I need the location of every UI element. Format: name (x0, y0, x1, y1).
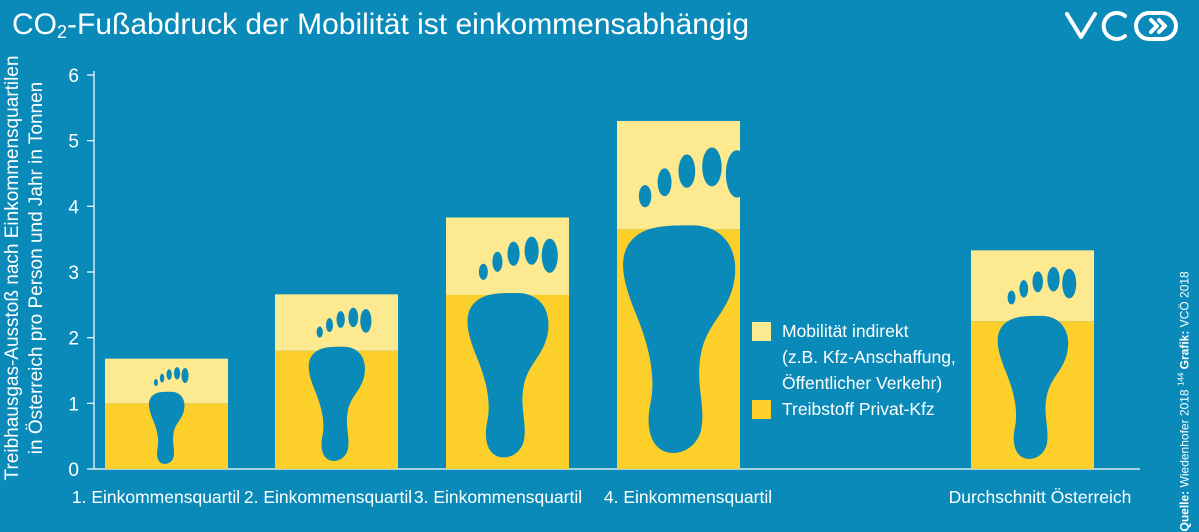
footprint-toe (181, 367, 189, 383)
footprint-icon (148, 367, 189, 464)
legend-detail-line-2: Öffentlicher Verkehr) (782, 373, 943, 393)
footprint-sole (623, 225, 736, 453)
footprint-toe (638, 185, 652, 208)
footprint-icon (623, 147, 749, 453)
footprint-icon (467, 236, 558, 458)
footprint-toe (174, 367, 181, 380)
footprint-toe (478, 263, 488, 280)
graphic-text: VCÖ 2018 (1177, 271, 1192, 328)
legend-detail-line-1: (z.B. Kfz-Anschaffung, (782, 347, 956, 367)
legend-swatch-indirect (752, 322, 771, 341)
footprint-toe (348, 307, 359, 328)
bar-segment-indirect (617, 120, 740, 230)
footprint-toe (507, 241, 520, 266)
title-subscript: 2 (57, 22, 68, 42)
footprint-toe (1047, 266, 1060, 292)
footprint-toe (541, 238, 558, 273)
footprint-toe (336, 311, 345, 328)
footprint-toe (524, 236, 539, 265)
graphic-label: Grafik: (1177, 330, 1192, 370)
chart-title: CO2-Fußabdruck der Mobilität ist einkomm… (12, 8, 749, 43)
y-axis-label-line-1: Treibhausgas-Ausstoß nach Einkommensquar… (2, 55, 23, 481)
footprint-sole (148, 391, 185, 464)
footprint-icon (308, 307, 372, 461)
source-label: Quelle: (1177, 490, 1192, 532)
title-rest: -Fußabdruck der Mobilität ist einkommens… (67, 8, 750, 41)
y-axis-label-line-2: in Österreich pro Person und Jahr in Ton… (26, 81, 47, 455)
footprint-toe (657, 168, 672, 197)
vco-logo-icon (1063, 9, 1181, 48)
y-tick-label: 2 (68, 329, 79, 350)
source-superscript: 144 (1176, 372, 1186, 387)
footprint-sole (467, 292, 549, 458)
footprint-toe (1032, 271, 1043, 293)
legend-item-fuel: Treibstoff Privat-Kfz (752, 396, 956, 422)
legend-label-fuel: Treibstoff Privat-Kfz (782, 399, 935, 419)
footprint-toe (492, 251, 503, 272)
legend-label-indirect: Mobilität indirekt (782, 321, 909, 341)
legend-swatch-fuel (752, 400, 771, 419)
footprint-toe (725, 150, 749, 198)
footprint-toe (1019, 280, 1029, 298)
footprint-toe (702, 147, 722, 187)
footprint-toe (1007, 290, 1016, 305)
x-category-label: 3. Einkommensquartil (414, 487, 582, 507)
y-tick-label: 0 (68, 460, 79, 481)
footprint-toe (678, 154, 696, 188)
y-tick-label: 3 (68, 263, 79, 284)
footprint-toe (166, 369, 172, 380)
legend: Mobilität indirekt (z.B. Kfz-Anschaffung… (752, 318, 956, 422)
x-category-label: 1. Einkommensquartil (72, 487, 240, 507)
x-category-label: 2. Einkommensquartil (244, 487, 412, 507)
footprint-toe (159, 373, 165, 383)
source-note: Quelle: Wiedenhofer 2018 144 Grafik: VCÖ… (1174, 271, 1193, 532)
footprint-icon (997, 266, 1077, 459)
y-tick-label: 5 (68, 132, 79, 153)
footprint-toe (316, 326, 323, 338)
x-category-label: 4. Einkommensquartil (604, 487, 772, 507)
x-category-label: Durchschnitt Österreich (949, 487, 1132, 507)
bar-segment-indirect (275, 294, 398, 351)
footprint-toe (1062, 268, 1077, 299)
footprint-toe (153, 378, 158, 387)
y-axis-label: Treibhausgas-Ausstoß nach Einkommensquar… (1, 48, 49, 488)
legend-item-indirect: Mobilität indirekt (752, 318, 956, 344)
y-tick-label: 4 (68, 197, 79, 218)
y-tick-label: 6 (68, 66, 79, 87)
title-prefix: CO (12, 8, 57, 41)
footprint-toe (326, 318, 334, 333)
y-tick-label: 1 (68, 394, 79, 415)
footprint-sole (308, 346, 365, 461)
source-text: Wiedenhofer 2018 (1177, 389, 1192, 488)
footprint-sole (997, 315, 1069, 459)
footprint-toe (360, 308, 372, 333)
